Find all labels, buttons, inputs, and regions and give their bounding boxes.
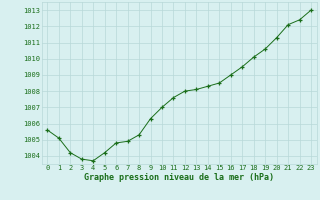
X-axis label: Graphe pression niveau de la mer (hPa): Graphe pression niveau de la mer (hPa) bbox=[84, 173, 274, 182]
